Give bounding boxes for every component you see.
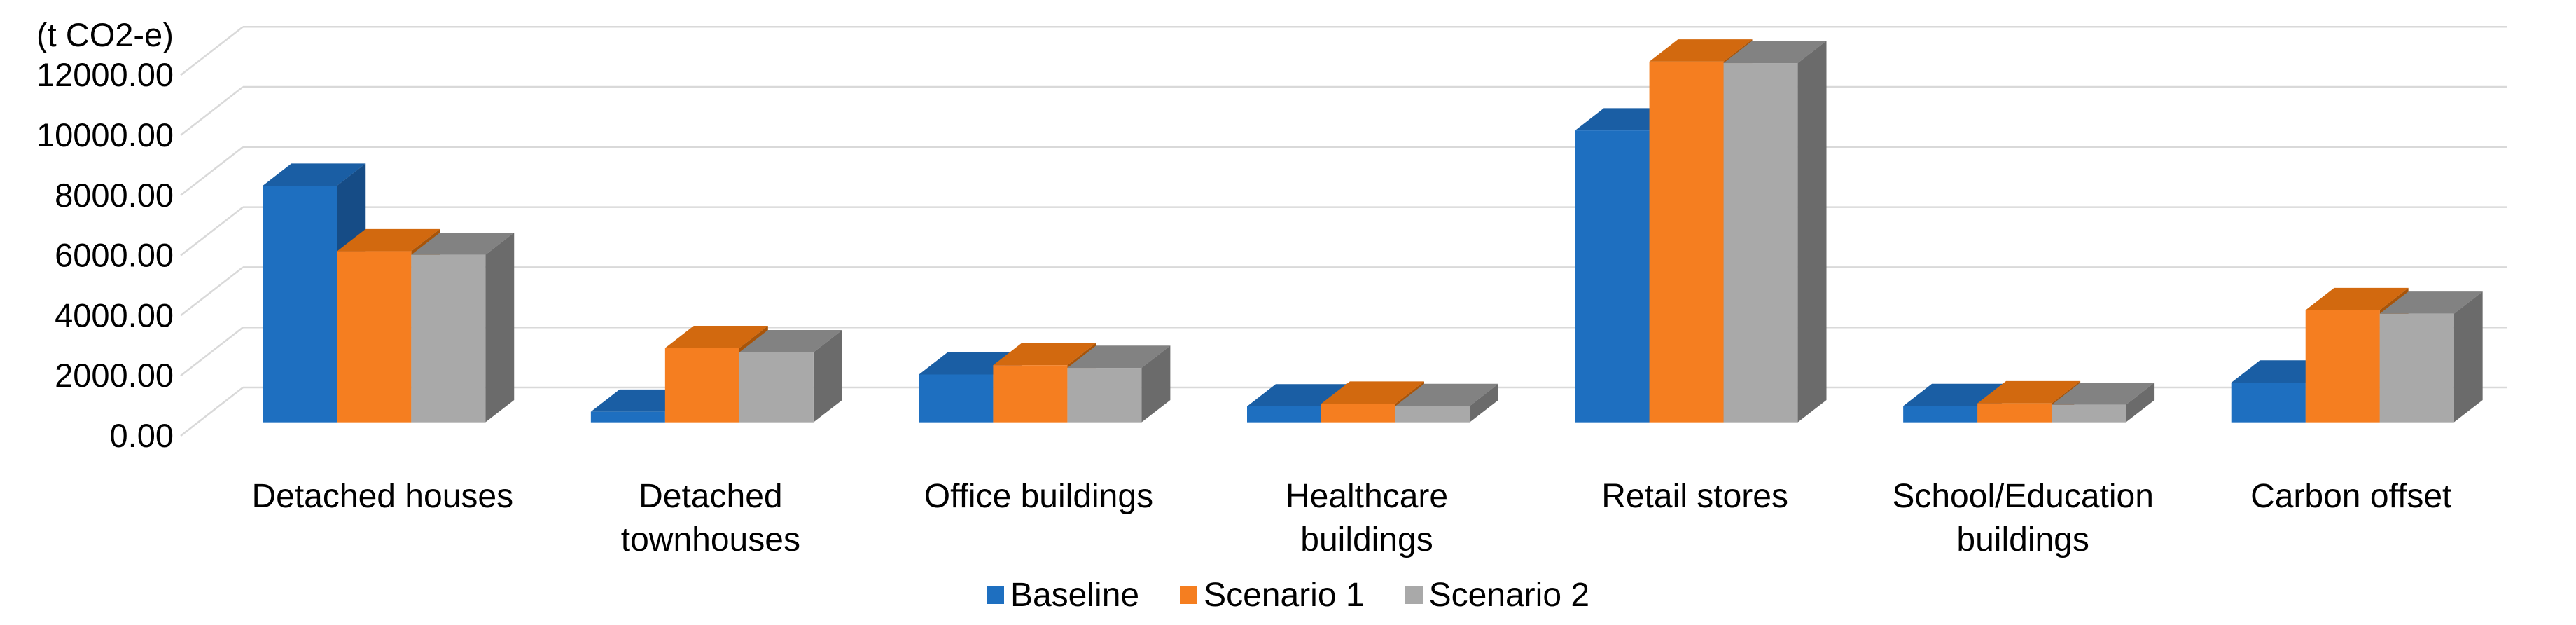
axis-unit-label: (t CO2-e) — [36, 16, 174, 53]
bar-top-2-6 — [2379, 291, 2483, 314]
bar-2-3 — [1395, 406, 1470, 423]
bar-1-1 — [664, 348, 739, 423]
legend-swatch-icon — [986, 586, 1004, 604]
y-gridline-slant — [180, 327, 244, 377]
category-label: Office buildings — [924, 478, 1153, 515]
bar-top-2-5 — [2052, 383, 2155, 405]
y-gridline-slant — [180, 266, 244, 317]
legend-swatch-icon — [1405, 586, 1423, 604]
bar-side-2-5 — [2126, 383, 2155, 423]
bar-2-1 — [739, 352, 814, 423]
y-tick-label: 0.00 — [110, 417, 174, 454]
bar-0-1 — [590, 411, 665, 423]
category-label: Healthcare — [1286, 478, 1448, 515]
bar-top-1-0 — [337, 228, 440, 252]
bar-side-2-6 — [2453, 291, 2483, 423]
bar-2-5 — [2052, 404, 2126, 423]
bar-1-5 — [1977, 403, 2052, 423]
bar-2-6 — [2379, 313, 2454, 423]
bar-top-2-3 — [1395, 383, 1498, 406]
category-label: Detached — [639, 478, 782, 515]
legend-label: Scenario 2 — [1428, 577, 1590, 614]
bar-0-2 — [919, 374, 994, 423]
bar-0-4 — [1575, 130, 1650, 423]
y-gridline-slant — [180, 86, 244, 136]
bar-top-2-1 — [739, 329, 842, 352]
bar-side-2-3 — [1470, 383, 1498, 423]
legend-item-scenario-1: Scenario 1 — [1180, 576, 1365, 614]
bar-0-0 — [263, 186, 337, 423]
bar-2-4 — [1723, 63, 1798, 423]
y-gridline-slant — [180, 26, 244, 76]
y-tick-label: 8000.00 — [55, 177, 174, 214]
bar-0-6 — [2231, 383, 2306, 423]
y-tick-label: 10000.00 — [36, 116, 174, 153]
bar-1-2 — [993, 365, 1068, 423]
category-label: Retail stores — [1601, 478, 1788, 515]
y-tick-label: 4000.00 — [55, 296, 174, 334]
bar-1-0 — [337, 251, 412, 423]
bar-top-1-5 — [1977, 380, 2081, 404]
bar-2-2 — [1067, 368, 1142, 423]
bar-top-1-1 — [664, 325, 768, 348]
bar-1-4 — [1649, 61, 1724, 423]
bar-1-3 — [1321, 404, 1395, 423]
bar-top-0-5 — [1903, 383, 2007, 406]
category-label: buildings — [1300, 521, 1433, 558]
bar-1-6 — [2305, 310, 2380, 423]
bar-top-2-4 — [1723, 41, 1827, 64]
y-gridline-slant — [180, 206, 244, 256]
bar-side-2-0 — [485, 232, 515, 423]
legend: Baseline Scenario 1 Scenario 2 — [0, 576, 2576, 614]
legend-label: Baseline — [1010, 577, 1140, 614]
bar-side-2-2 — [1141, 345, 1171, 423]
bar-top-1-6 — [2305, 287, 2409, 310]
bar-top-0-3 — [1247, 384, 1350, 406]
bar-side-2-4 — [1797, 41, 1827, 423]
bar-top-1-4 — [1649, 39, 1753, 62]
bar-0-5 — [1903, 406, 1978, 423]
y-gridline-slant — [180, 146, 244, 196]
category-label: townhouses — [621, 521, 800, 558]
bar-top-0-0 — [263, 163, 366, 186]
bar-top-2-2 — [1067, 345, 1171, 369]
y-gridline-slant — [180, 387, 244, 437]
y-tick-label: 2000.00 — [55, 357, 174, 394]
bar-top-1-3 — [1321, 381, 1424, 404]
category-label: buildings — [1956, 521, 2089, 558]
legend-item-baseline: Baseline — [986, 576, 1140, 614]
category-label: Detached houses — [251, 478, 513, 515]
bar-2-0 — [411, 254, 486, 423]
bar-top-2-0 — [411, 232, 515, 255]
legend-item-scenario-2: Scenario 2 — [1405, 576, 1589, 614]
legend-label: Scenario 1 — [1204, 577, 1365, 614]
category-label: Carbon offset — [2250, 478, 2451, 515]
bar-side-2-1 — [813, 329, 842, 423]
y-tick-label: 12000.00 — [36, 56, 174, 93]
bar-top-1-2 — [993, 343, 1096, 366]
bar-0-3 — [1247, 406, 1321, 423]
legend-swatch-icon — [1180, 586, 1198, 604]
category-label: School/Education — [1892, 478, 2154, 515]
y-tick-label: 6000.00 — [55, 237, 174, 274]
